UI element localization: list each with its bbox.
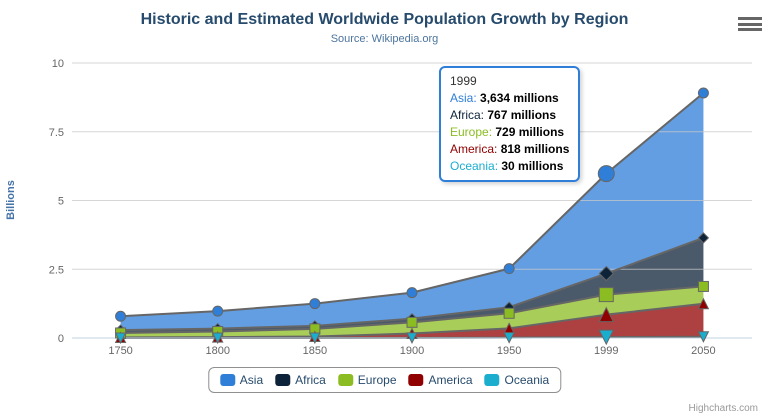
marker-oceania-1800[interactable] [211, 332, 224, 345]
marker-africa-2050[interactable] [697, 232, 710, 244]
legend-swatch-icon [275, 374, 291, 386]
legend-label: Europe [357, 373, 397, 387]
marker-europe-2050[interactable] [697, 280, 709, 292]
area-america[interactable] [120, 303, 704, 338]
tooltip-series-value: 729 millions [495, 125, 565, 139]
marker-asia-1900[interactable] [406, 287, 418, 299]
legend-swatch-icon [337, 374, 353, 386]
legend-label: Africa [295, 373, 326, 387]
marker-oceania-1999[interactable] [598, 329, 615, 346]
tooltip-series-value: 30 millions [501, 159, 564, 173]
legend-swatch-icon [408, 374, 424, 386]
legend-item-america[interactable]: America [408, 373, 473, 387]
tooltip-series-value: 767 millions [487, 108, 557, 122]
tooltip-series-label: Oceania: [450, 159, 502, 173]
x-label-1850: 1850 [303, 345, 327, 357]
marker-asia-1800[interactable] [212, 305, 224, 317]
tooltip-row-america: America: 818 millions [450, 141, 569, 158]
credits-link[interactable]: Highcharts.com [688, 403, 758, 414]
marker-asia-2050[interactable] [697, 87, 709, 99]
tooltip-row-africa: Africa: 767 millions [450, 107, 569, 124]
tooltip-series-label: Africa: [450, 108, 488, 122]
marker-europe-1950[interactable] [503, 307, 515, 319]
marker-asia-1950[interactable] [503, 263, 515, 275]
marker-america-2050[interactable] [697, 297, 710, 310]
tooltip-row-asia: Asia: 3,634 millions [450, 90, 569, 107]
legend-label: Oceania [504, 373, 550, 387]
hamburger-icon [738, 22, 762, 26]
legend-label: Asia [239, 373, 264, 387]
tooltip-series-value: 818 millions [500, 142, 570, 156]
legend-item-asia[interactable]: Asia [219, 373, 264, 387]
marker-oceania-1750[interactable] [114, 332, 127, 345]
marker-oceania-1950[interactable] [503, 332, 515, 344]
tooltip-series-label: America: [450, 142, 501, 156]
x-label-2050: 2050 [691, 345, 715, 357]
y-label-0: 0 [58, 333, 64, 345]
hamburger-icon [738, 17, 762, 20]
y-axis-title: Billions [5, 180, 17, 220]
legend-swatch-icon [219, 374, 235, 386]
legend-item-europe[interactable]: Europe [337, 373, 397, 387]
x-label-1999: 1999 [594, 345, 618, 357]
context-menu-button[interactable] [737, 17, 763, 33]
area-africa[interactable] [120, 237, 704, 333]
chart-subtitle: Source: Wikipedia.org [330, 33, 439, 45]
marker-africa-1999[interactable] [598, 265, 614, 282]
marker-asia-1750[interactable] [115, 310, 127, 322]
legend-swatch-icon [484, 374, 500, 386]
tooltip-series-value: 3,634 millions [480, 91, 559, 105]
x-label-1950: 1950 [497, 345, 521, 357]
legend-item-africa[interactable]: Africa [275, 373, 326, 387]
marker-asia-1850[interactable] [309, 298, 321, 310]
chart-title: Historic and Estimated Worldwide Populat… [140, 11, 629, 28]
tooltip-row-europe: Europe: 729 millions [450, 124, 569, 141]
x-label-1750: 1750 [108, 345, 132, 357]
hamburger-icon [738, 28, 762, 31]
marker-oceania-1900[interactable] [406, 332, 418, 344]
marker-oceania-1850[interactable] [309, 332, 321, 345]
tooltip-series-label: Europe: [450, 125, 496, 139]
tooltip-series-label: Asia: [450, 91, 481, 105]
marker-europe-1999[interactable] [598, 287, 614, 303]
y-label-10: 10 [52, 58, 64, 70]
marker-asia-1999[interactable] [597, 165, 615, 183]
tooltip-row-oceania: Oceania: 30 millions [450, 158, 569, 175]
y-label-7.5: 7.5 [49, 127, 64, 139]
area-asia[interactable] [120, 93, 704, 331]
y-label-2.5: 2.5 [49, 264, 64, 276]
legend: Asia Africa Europe America Oceania [207, 367, 562, 393]
x-label-1800: 1800 [205, 345, 229, 357]
tooltip: 1999 Asia: 3,634 millions Africa: 767 mill… [439, 66, 581, 182]
legend-item-oceania[interactable]: Oceania [484, 373, 550, 387]
x-label-1900: 1900 [400, 345, 424, 357]
y-label-5: 5 [58, 196, 64, 208]
marker-oceania-2050[interactable] [697, 331, 710, 343]
marker-america-1999[interactable] [598, 306, 615, 323]
marker-europe-1900[interactable] [406, 316, 418, 328]
tooltip-header: 1999 [450, 74, 477, 88]
legend-label: America [428, 373, 473, 387]
